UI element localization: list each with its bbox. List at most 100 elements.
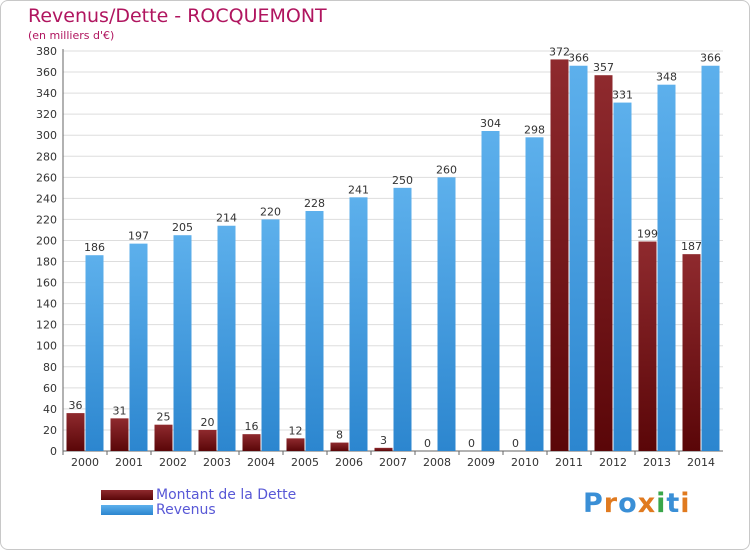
y-tick-label: 40 xyxy=(43,403,57,416)
bar-dette xyxy=(198,429,217,451)
x-tick-label: 2014 xyxy=(687,456,715,469)
bar-dette xyxy=(550,59,569,451)
data-label-dette: 25 xyxy=(157,411,171,424)
data-label-revenus: 197 xyxy=(128,230,149,243)
y-tick-label: 360 xyxy=(36,66,57,79)
bar-revenus xyxy=(437,177,456,451)
logo-letter: i xyxy=(680,488,691,519)
bar-dette xyxy=(154,424,173,451)
proxiti-logo: Proxiti xyxy=(583,488,691,519)
bar-revenus xyxy=(261,219,280,451)
data-label-dette: 36 xyxy=(69,399,83,412)
data-label-dette: 372 xyxy=(549,45,570,58)
axes: 0204060801001201401601802002202402602803… xyxy=(36,45,723,469)
data-label-revenus: 241 xyxy=(348,183,369,196)
bar-revenus xyxy=(217,225,236,451)
data-label-revenus: 298 xyxy=(524,123,545,136)
data-label-dette: 8 xyxy=(336,429,343,442)
bar-dette xyxy=(286,438,305,451)
y-tick-label: 280 xyxy=(36,150,57,163)
data-label-revenus: 366 xyxy=(568,52,589,65)
data-label-revenus: 260 xyxy=(436,163,457,176)
y-tick-label: 220 xyxy=(36,213,57,226)
y-tick-label: 140 xyxy=(36,298,57,311)
data-label-dette: 357 xyxy=(593,61,614,74)
y-tick-label: 180 xyxy=(36,256,57,269)
data-label-revenus: 331 xyxy=(612,89,633,102)
bar-revenus xyxy=(569,65,588,451)
data-label-revenus: 228 xyxy=(304,197,325,210)
legend-swatch-dette xyxy=(101,490,153,500)
x-tick-label: 2005 xyxy=(291,456,319,469)
y-tick-label: 80 xyxy=(43,361,57,374)
bar-revenus xyxy=(657,84,676,452)
bar-revenus xyxy=(129,243,148,451)
y-tick-label: 0 xyxy=(50,445,57,458)
data-label-dette: 0 xyxy=(468,437,475,450)
y-tick-label: 340 xyxy=(36,87,57,100)
bar-revenus xyxy=(173,235,192,451)
bar-revenus xyxy=(481,131,500,451)
legend-label-revenus: Revenus xyxy=(156,502,216,518)
bar-revenus xyxy=(305,211,324,451)
data-label-revenus: 186 xyxy=(84,241,105,254)
data-label-dette: 3 xyxy=(380,434,387,447)
x-tick-label: 2003 xyxy=(203,456,231,469)
data-label-dette: 187 xyxy=(681,240,702,253)
y-tick-label: 380 xyxy=(36,45,57,58)
y-tick-label: 160 xyxy=(36,277,57,290)
bar-dette xyxy=(242,434,261,451)
bars xyxy=(66,59,720,452)
logo-letter: x xyxy=(637,488,657,519)
y-tick-label: 300 xyxy=(36,129,57,142)
data-label-dette: 16 xyxy=(245,420,259,433)
logo-letter: o xyxy=(618,488,638,519)
data-label-revenus: 220 xyxy=(260,205,281,218)
y-tick-label: 240 xyxy=(36,192,57,205)
y-tick-label: 320 xyxy=(36,108,57,121)
bar-revenus xyxy=(701,65,720,451)
logo-letter: P xyxy=(583,488,604,519)
bar-revenus xyxy=(393,187,412,451)
y-tick-label: 260 xyxy=(36,171,57,184)
x-tick-label: 2011 xyxy=(555,456,583,469)
data-label-dette: 12 xyxy=(289,424,303,437)
bar-dette xyxy=(374,447,393,451)
x-tick-label: 2001 xyxy=(115,456,143,469)
bar-dette xyxy=(330,442,349,451)
chart-title: Revenus/Dette - ROCQUEMONT xyxy=(28,5,327,27)
y-tick-label: 200 xyxy=(36,234,57,247)
bar-revenus xyxy=(85,255,104,451)
grid-lines xyxy=(63,50,723,452)
bar-dette xyxy=(110,418,129,451)
data-label-revenus: 205 xyxy=(172,221,193,234)
x-tick-label: 2007 xyxy=(379,456,407,469)
x-tick-label: 2002 xyxy=(159,456,187,469)
bar-dette xyxy=(594,75,613,452)
data-label-dette: 0 xyxy=(512,437,519,450)
x-tick-label: 2004 xyxy=(247,456,275,469)
x-tick-label: 2013 xyxy=(643,456,671,469)
x-tick-label: 2012 xyxy=(599,456,627,469)
y-tick-label: 20 xyxy=(43,424,57,437)
x-tick-label: 2009 xyxy=(467,456,495,469)
y-tick-label: 100 xyxy=(36,340,57,353)
x-tick-label: 2006 xyxy=(335,456,363,469)
data-label-dette: 31 xyxy=(113,404,127,417)
data-label-dette: 20 xyxy=(201,416,215,429)
data-label-revenus: 214 xyxy=(216,212,237,225)
legend-label-dette: Montant de la Dette xyxy=(156,487,297,503)
chart-subtitle: (en milliers d'€) xyxy=(28,29,115,42)
logo-letter: i xyxy=(656,488,667,519)
legend-swatch-revenus xyxy=(101,505,153,515)
data-label-revenus: 304 xyxy=(480,117,501,130)
bar-dette xyxy=(638,241,657,451)
data-label-revenus: 250 xyxy=(392,174,413,187)
y-tick-label: 60 xyxy=(43,382,57,395)
bar-dette xyxy=(66,413,85,451)
data-label-revenus: 348 xyxy=(656,71,677,84)
data-label-revenus: 366 xyxy=(700,52,721,65)
data-label-dette: 199 xyxy=(637,228,658,241)
